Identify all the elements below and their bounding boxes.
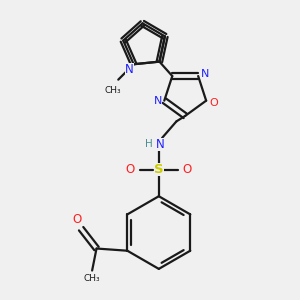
Text: O: O	[209, 98, 218, 108]
Text: O: O	[183, 163, 192, 176]
Text: O: O	[72, 213, 81, 226]
Text: N: N	[125, 63, 134, 76]
Text: S: S	[154, 163, 164, 176]
Text: H: H	[145, 140, 153, 149]
Text: O: O	[126, 163, 135, 176]
Text: N: N	[201, 69, 209, 79]
Text: N: N	[155, 138, 164, 151]
Text: N: N	[154, 96, 162, 106]
Text: CH₃: CH₃	[84, 274, 100, 283]
Text: CH₃: CH₃	[104, 86, 121, 95]
